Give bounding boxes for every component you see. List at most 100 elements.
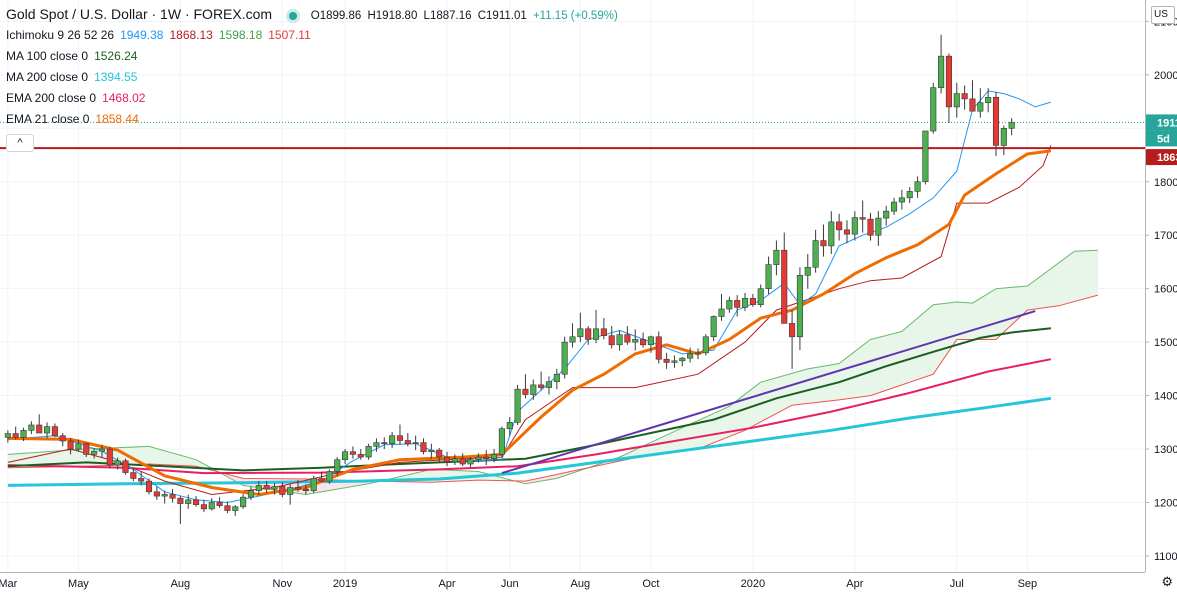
indicator-value: 1394.55 <box>94 70 138 84</box>
ichimoku-cloud <box>827 364 832 402</box>
candle-body <box>734 300 741 308</box>
candle-body <box>608 335 615 346</box>
time-tick-label: 2019 <box>333 578 357 590</box>
ichimoku-cloud <box>995 288 1001 341</box>
ichimoku-cloud <box>450 469 456 482</box>
candle-body <box>624 334 631 343</box>
time-tick-label: Nov <box>273 578 293 590</box>
ichimoku-cloud <box>1019 286 1024 318</box>
candle-body <box>75 443 82 450</box>
ichimoku-cloud <box>987 290 993 340</box>
ichimoku-cloud <box>854 347 859 399</box>
candle-body <box>914 181 921 192</box>
ichimoku-cloud <box>454 470 460 482</box>
indicator-legend-row[interactable]: EMA 200 close 0 1468.02 <box>6 88 621 109</box>
market-status-icon <box>289 11 298 20</box>
indicator-name: EMA 21 close 0 <box>6 112 90 126</box>
indicator-value: 1858.44 <box>95 112 139 126</box>
ichimoku-cloud <box>180 454 185 466</box>
candle-body <box>177 497 184 504</box>
ichimoku-cloud <box>1046 268 1052 308</box>
price-tick-label: 2000 <box>1154 70 1177 82</box>
candle-body <box>1008 122 1015 129</box>
candle-body <box>389 435 396 445</box>
candle-body <box>836 221 843 231</box>
candle-body <box>789 323 796 338</box>
candle-body <box>592 328 600 340</box>
ichimoku-cloud <box>1082 250 1087 300</box>
price-axis-area <box>1145 0 1177 592</box>
time-tick-label: Oct <box>642 578 659 590</box>
ichimoku-kijun-line <box>7 145 1052 496</box>
indicator-value: 1868.13 <box>169 28 213 42</box>
ichimoku-cloud <box>144 446 150 465</box>
candle-body <box>396 435 404 441</box>
ichimoku-cloud <box>685 423 691 451</box>
candle-body <box>334 459 341 472</box>
ichimoku-cloud <box>999 287 1005 337</box>
ichimoku-cloud <box>866 338 871 397</box>
indicator-value: 1526.24 <box>94 49 138 63</box>
candle-body <box>357 454 364 458</box>
candle-body <box>585 328 592 340</box>
candle-body <box>428 449 435 453</box>
candle-body <box>114 460 121 466</box>
candle-body <box>741 297 749 308</box>
ichimoku-cloud <box>862 341 867 397</box>
collapse-legend-button[interactable]: ^ <box>6 134 34 152</box>
ichimoku-cloud <box>783 374 789 410</box>
candle-body <box>459 458 466 465</box>
ichimoku-cloud <box>799 369 805 405</box>
candle-body <box>922 130 929 183</box>
ichimoku-cloud <box>172 452 177 466</box>
candle-body <box>294 487 302 490</box>
ichimoku-cloud <box>1089 250 1095 298</box>
indicator-name: Ichimoku 9 26 52 26 <box>6 28 115 42</box>
gear-icon[interactable]: ⚙ <box>1161 574 1173 589</box>
ichimoku-cloud <box>709 413 714 445</box>
time-tick-label: Sep <box>1018 578 1038 590</box>
indicator-legend-row[interactable]: Ichimoku 9 26 52 26 1949.38 1868.13 1598.18… <box>6 25 621 46</box>
candle-body <box>647 336 654 346</box>
candle-body <box>224 505 231 511</box>
candle-body <box>51 426 58 436</box>
candle-body <box>302 488 309 492</box>
candle-body <box>804 266 811 276</box>
ichimoku-cloud <box>885 334 891 391</box>
indicator-legend-row[interactable]: MA 100 close 0 1526.24 <box>6 46 621 67</box>
candle-body <box>326 471 333 482</box>
symbol-title[interactable]: Gold Spot / U.S. Dollar · 1W · FOREX.com <box>6 6 273 22</box>
candle-body <box>349 451 356 455</box>
candle-body <box>91 450 98 455</box>
candle-body <box>530 384 537 395</box>
ichimoku-cloud <box>1062 256 1067 306</box>
ichimoku-cloud <box>1050 265 1056 308</box>
candle-body <box>757 288 764 306</box>
low-value: L1887.16 <box>423 10 472 22</box>
candle-body <box>451 458 458 463</box>
candle-body <box>271 486 278 490</box>
candle-body <box>710 316 717 338</box>
candle-body <box>342 451 349 461</box>
indicator-name: EMA 200 close 0 <box>6 91 97 105</box>
candle-body <box>67 440 74 450</box>
ichimoku-cloud <box>968 302 973 340</box>
candle-body <box>106 448 113 466</box>
candle-body <box>185 499 192 504</box>
candle-body <box>985 96 992 103</box>
candle-body <box>373 442 380 447</box>
price-tick-label: 1600 <box>1154 284 1177 296</box>
ichimoku-cloud <box>744 390 750 431</box>
ichimoku-cloud <box>693 420 699 450</box>
indicator-legend-row[interactable]: EMA 21 close 0 1858.44 <box>6 109 621 130</box>
candle-body <box>381 442 388 445</box>
candle-body <box>4 433 11 438</box>
indicator-legend-row[interactable]: MA 200 close 0 1394.55 <box>6 67 621 88</box>
currency-button[interactable]: US <box>1151 6 1175 24</box>
ichimoku-cloud <box>874 337 879 395</box>
ichimoku-cloud <box>662 434 667 454</box>
candle-body <box>443 456 451 463</box>
ichimoku-cloud <box>176 453 181 466</box>
price-tick-label: 1700 <box>1154 230 1177 242</box>
